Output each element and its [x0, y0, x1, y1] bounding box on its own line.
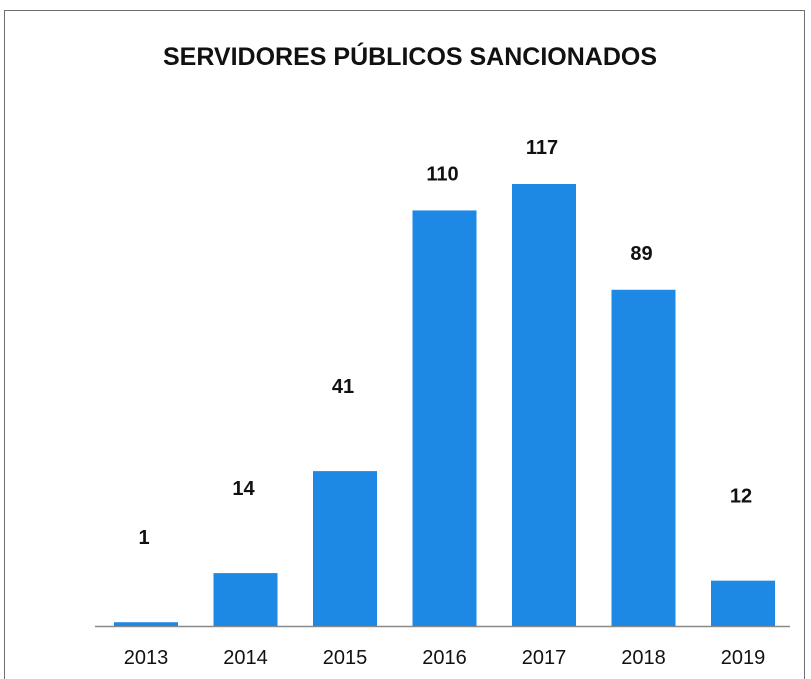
x-tick-label-2013: 2013: [124, 647, 169, 669]
data-label-2018: 89: [630, 243, 652, 265]
bar-2014: [213, 573, 278, 626]
data-label-2015: 41: [332, 376, 354, 398]
bar-2013: [114, 622, 178, 626]
bar-2019: [711, 580, 775, 626]
x-tick-label-2014: 2014: [223, 647, 268, 669]
bar-2015: [313, 471, 377, 626]
x-tick-label-2017: 2017: [522, 647, 567, 669]
bar-2018: [611, 289, 676, 626]
x-tick-label-2016: 2016: [422, 647, 467, 669]
data-label-2014: 14: [232, 478, 255, 500]
bar-2017: [512, 184, 576, 626]
x-tick-label-2019: 2019: [721, 647, 766, 669]
chart-title: SERVIDORES PÚBLICOS SANCIONADOS: [163, 41, 657, 71]
data-label-2016: 110: [426, 163, 458, 185]
data-label-2017: 117: [526, 137, 558, 159]
x-tick-label-2018: 2018: [621, 647, 666, 669]
data-label-2013: 1: [138, 527, 149, 549]
data-label-2019: 12: [730, 486, 752, 508]
plot-area: 1 2013 14 2014 41 2015 110 2016 117 2017 89 2018 12 2…: [95, 137, 790, 669]
x-tick-label-2015: 2015: [323, 647, 368, 669]
bar-2016: [412, 210, 477, 626]
